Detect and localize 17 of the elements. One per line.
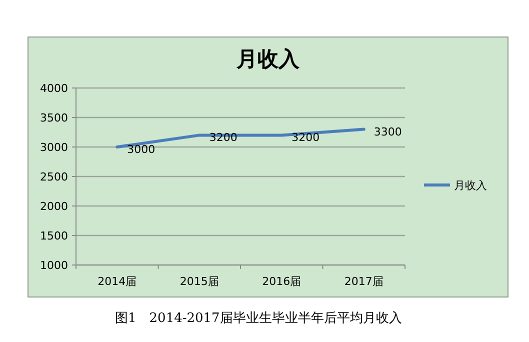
data-label: 3200 (292, 131, 320, 144)
y-tick-label: 1000 (40, 259, 68, 272)
y-tick-label: 3000 (40, 141, 68, 154)
x-tick-label: 2016届 (262, 275, 302, 288)
x-tick-label: 2015届 (180, 275, 219, 288)
x-tick-label: 2014届 (98, 275, 137, 288)
y-tick-label: 2500 (40, 170, 68, 184)
caption: 图1 2014-2017届毕业生毕业半年后平均月收入 (115, 311, 402, 326)
y-tick-label: 1500 (40, 230, 68, 242)
x-tick-label: 2017届 (344, 275, 384, 288)
y-tick-label: 4000 (40, 82, 68, 95)
chart-title: 月收入 (236, 47, 300, 71)
data-label: 3000 (127, 143, 156, 156)
y-tick-label: 2000 (40, 200, 68, 213)
legend-label: 月收入 (454, 179, 487, 192)
y-tick-label: 3500 (40, 112, 68, 124)
data-label: 3300 (374, 125, 402, 138)
